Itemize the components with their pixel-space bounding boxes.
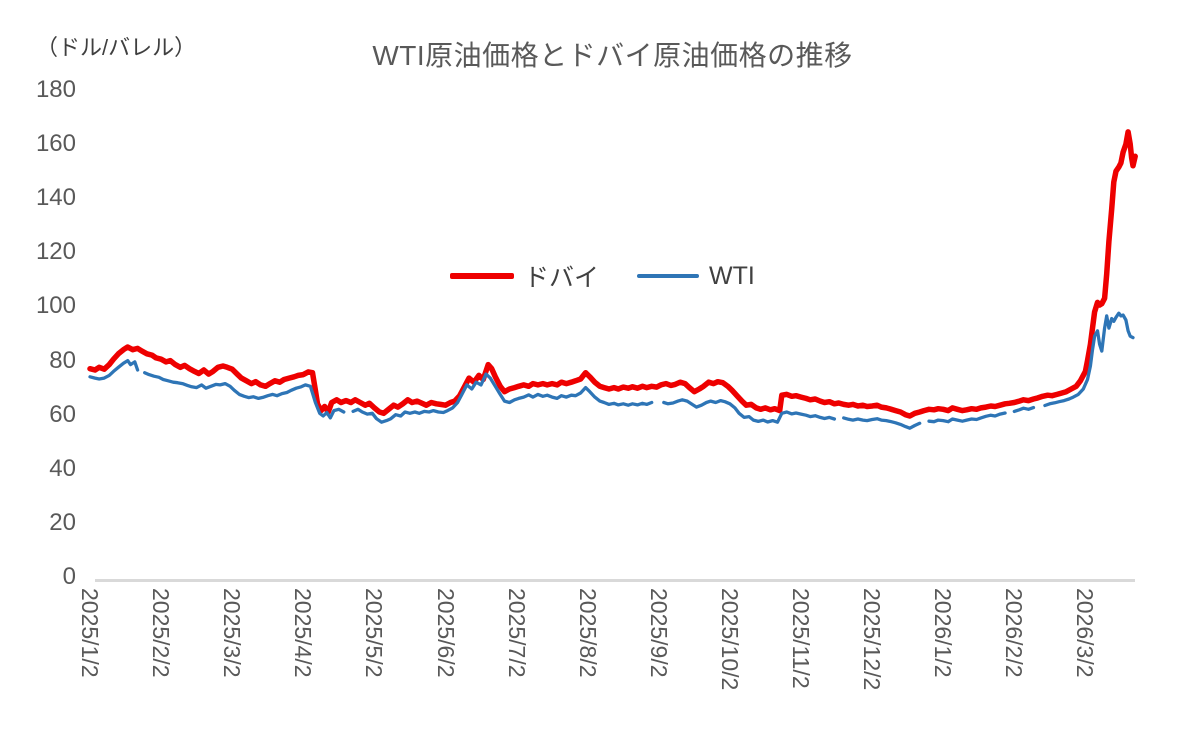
y-axis-tick-label: 140 (35, 184, 76, 212)
y-axis-tick-label: 180 (35, 76, 76, 103)
legend-label-dubai: ドバイ (524, 264, 600, 292)
wti-series-line (1043, 311, 1135, 408)
x-axis-tick-label: 2026/3/2 (1072, 588, 1099, 678)
wti-series-line (88, 358, 140, 381)
x-axis-tick-label: 2025/1/2 (77, 588, 103, 678)
wti-line-swatch-icon (637, 274, 700, 278)
x-axis-tick-label: 2025/9/2 (645, 588, 672, 678)
x-axis-line (95, 579, 1135, 582)
dubai-series-line (87, 129, 1138, 419)
legend-item-dubai: ドバイ (450, 258, 599, 294)
x-axis-tick-label: 2025/8/2 (574, 588, 601, 678)
y-axis-tick-label: 60 (49, 400, 76, 428)
x-axis-tick-label: 2025/2/2 (148, 588, 175, 678)
legend-item-wti: WTI (637, 262, 755, 291)
y-axis-unit-label: （ドル/バレル） (36, 35, 197, 60)
y-axis-tick-label: 20 (49, 508, 76, 536)
y-axis-tick-label: 40 (49, 454, 76, 482)
x-axis-tick-label: 2025/4/2 (290, 588, 317, 678)
legend: ドバイ WTI (450, 258, 755, 294)
x-axis-tick-label: 2025/3/2 (219, 588, 246, 678)
y-axis-tick-label: 120 (35, 238, 76, 266)
y-axis-tick-label: 0 (62, 563, 76, 590)
x-axis-tick-label: 2026/2/2 (1001, 588, 1028, 678)
y-axis-tick-label: 160 (35, 130, 76, 158)
y-axis-tick-label: 100 (35, 292, 76, 320)
y-axis-tick-label: 80 (49, 346, 76, 374)
x-axis-tick-label: 2025/11/2 (788, 588, 814, 689)
x-axis-tick-label: 2025/5/2 (361, 588, 388, 678)
wti-series-line (842, 416, 922, 430)
legend-label-wti: WTI (709, 261, 755, 290)
x-axis-tick-label: 2026/1/2 (930, 588, 957, 678)
x-axis-tick-label: 2025/7/2 (503, 588, 530, 678)
wti-series-line (927, 411, 1007, 424)
wti-series-line (1012, 405, 1036, 414)
x-axis-tick-label: 2025/6/2 (432, 588, 459, 678)
chart-title: WTI原油価格とドバイ原油価格の推移 (372, 40, 853, 71)
dubai-line-swatch-icon (450, 273, 514, 279)
wti-series-line (143, 371, 346, 420)
wti-series-line (662, 398, 837, 424)
x-axis-tick-label: 2025/12/2 (859, 588, 886, 691)
x-axis-tick-label: 2025/10/2 (716, 588, 743, 691)
wti-series-line (351, 372, 654, 424)
